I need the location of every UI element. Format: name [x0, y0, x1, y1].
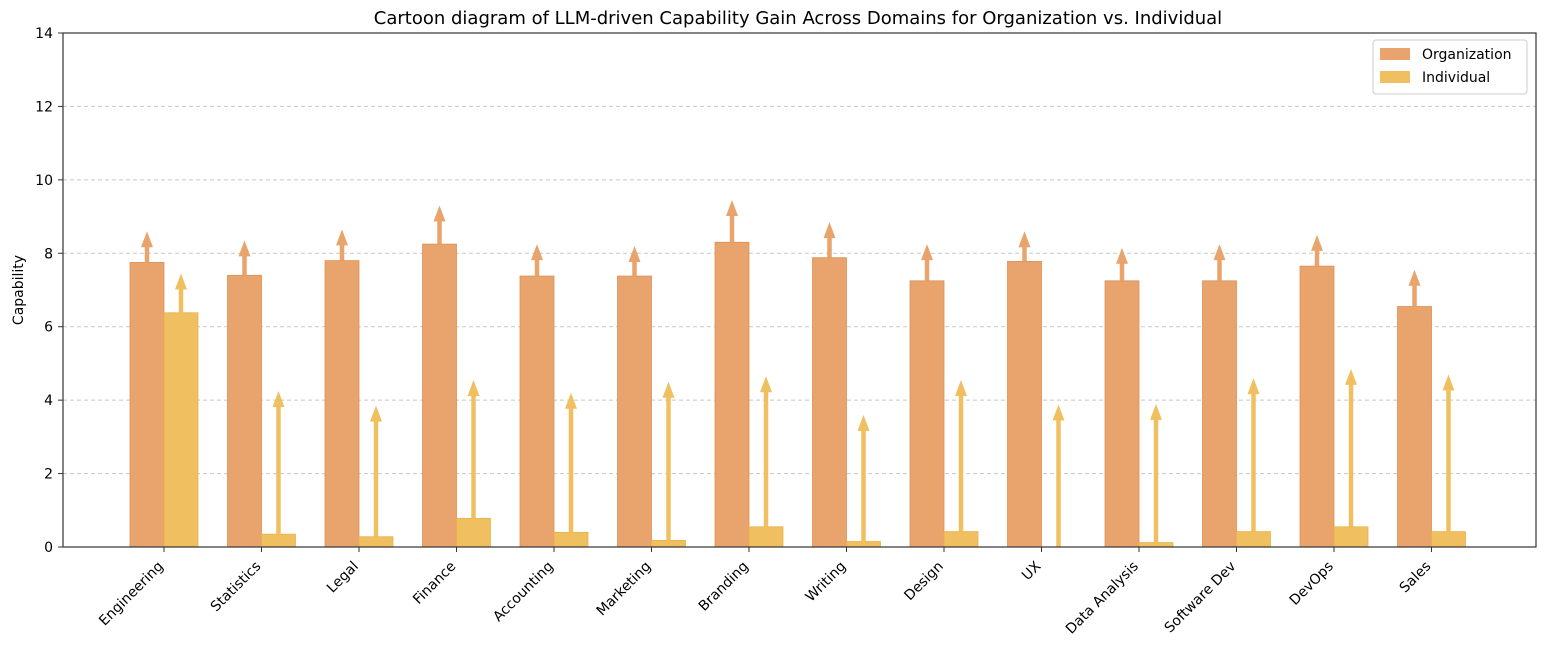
arrow-organization [336, 229, 348, 261]
x-tick-label: UX [1019, 558, 1045, 584]
y-axis-ticks: 0 2 4 6 8 10 12 14 [35, 26, 63, 556]
x-tick-label: Writing [803, 559, 850, 606]
legend-label: Organization [1422, 47, 1512, 63]
arrow-organization [1408, 269, 1421, 307]
arrow-organization [238, 240, 251, 276]
arrow-organization [726, 200, 738, 243]
legend-label: Individual [1422, 70, 1490, 86]
arrow-individual [1052, 404, 1065, 547]
arrow-organization [1116, 247, 1128, 281]
bar-individual [553, 531, 589, 548]
bar-individual [1138, 542, 1174, 548]
bar-individual [358, 536, 394, 548]
bar-organization [714, 241, 750, 548]
arrow-organization [628, 245, 641, 277]
legend-swatch [1380, 71, 1410, 83]
arrow-individual [175, 273, 187, 313]
legend-box [1372, 39, 1528, 95]
y-tick-label: 0 [44, 540, 53, 556]
bar-organization [909, 280, 945, 548]
bar-individual [456, 517, 491, 548]
y-tick-label: 8 [44, 246, 53, 262]
bar-individual [943, 531, 979, 548]
arrow-individual [467, 379, 480, 519]
arrow-individual [955, 379, 967, 532]
arrow-individual [1150, 403, 1162, 543]
y-tick-label: 10 [35, 173, 53, 189]
bar-organization [1007, 260, 1042, 548]
bar-organization [1202, 280, 1237, 548]
bar-individual [1431, 531, 1466, 548]
arrow-organization [1311, 234, 1323, 267]
bar-group [129, 241, 1466, 548]
arrow-individual [760, 376, 772, 527]
bar-organization [1104, 280, 1140, 548]
x-tick-label: DevOps [1287, 559, 1337, 609]
x-tick-label: Data Analysis [1063, 559, 1142, 638]
bar-organization [1299, 265, 1335, 548]
bar-organization [422, 243, 457, 548]
bar-individual [261, 533, 296, 548]
arrow-group [141, 200, 1455, 547]
bar-individual [163, 312, 199, 548]
x-tick-label: Engineering [96, 559, 167, 630]
x-tick-label: Design [901, 559, 946, 604]
bar-organization [227, 274, 262, 548]
y-tick-label: 12 [35, 99, 53, 115]
x-tick-label: Sales [1397, 559, 1435, 597]
arrow-organization [921, 244, 933, 281]
arrow-organization [531, 244, 543, 277]
arrow-individual [1345, 368, 1357, 527]
y-tick-label: 14 [35, 26, 53, 42]
x-axis-ticks: Engineering Statistics Legal Finance Account… [96, 547, 1434, 637]
plot-frame [62, 32, 1537, 548]
x-tick-label: Statistics [208, 559, 265, 616]
bar-individual [748, 526, 784, 548]
arrow-individual [565, 392, 577, 533]
bar-organization [129, 262, 165, 548]
arrow-organization [1018, 231, 1031, 262]
arrow-organization [823, 222, 836, 258]
x-tick-label: Accounting [490, 559, 557, 626]
bar-organization [617, 275, 652, 548]
bar-individual [1236, 531, 1271, 548]
y-axis-label: Capability [11, 255, 27, 325]
legend: Organization Individual [1372, 39, 1528, 95]
y-tick-label: 6 [44, 320, 53, 336]
bar-individual [846, 541, 881, 548]
arrow-individual [857, 414, 870, 542]
y-tick-label: 4 [44, 393, 53, 409]
arrow-individual [1442, 374, 1455, 532]
x-tick-label: Legal [324, 559, 362, 597]
arrow-organization [141, 231, 153, 263]
x-tick-label: Branding [696, 559, 752, 615]
arrow-individual [1247, 378, 1260, 532]
bar-organization [1397, 306, 1432, 548]
bar-organization [324, 260, 360, 548]
x-tick-label: Finance [410, 559, 459, 608]
arrow-organization [1213, 244, 1226, 281]
bar-individual [1333, 526, 1369, 548]
chart-title: Cartoon diagram of LLM-driven Capability… [374, 8, 1222, 29]
bar-organization [519, 275, 555, 548]
arrow-individual [662, 381, 675, 541]
grid-lines [63, 105, 1536, 475]
arrow-individual [272, 390, 285, 535]
arrow-organization [433, 205, 446, 245]
bar-organization [812, 257, 847, 548]
arrow-individual [370, 405, 382, 537]
x-tick-label: Marketing [594, 559, 655, 620]
x-tick-label: Software Dev [1162, 559, 1240, 637]
legend-swatch [1380, 48, 1410, 60]
y-tick-label: 2 [44, 467, 53, 483]
bar-individual [651, 539, 686, 548]
